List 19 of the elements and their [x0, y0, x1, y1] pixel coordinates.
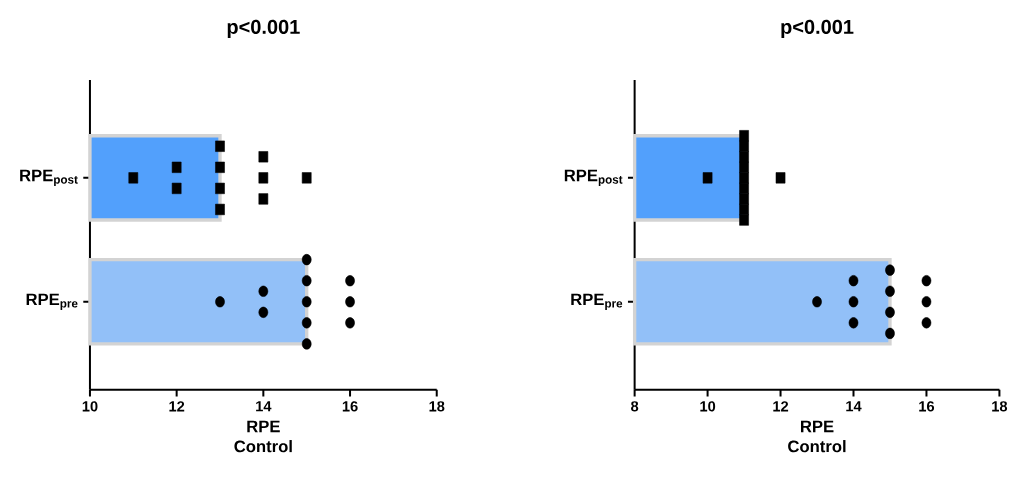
- x-tick-label: 18: [429, 401, 445, 412]
- x-tick-label: 12: [169, 401, 185, 412]
- x-tick-label: 12: [773, 401, 789, 412]
- x-tick-label: 14: [846, 401, 862, 412]
- x-tick-label: 14: [256, 401, 272, 412]
- y-tick-label: RPE$_{post}$: [564, 169, 623, 187]
- x-tick-label: 8: [631, 401, 639, 412]
- chart-title: p<0.001: [227, 19, 300, 39]
- y-tick-label: RPE$_{pre}$: [26, 293, 78, 311]
- y-tick-label: RPE$_{post}$: [20, 169, 78, 187]
- x-tick-label: 18: [992, 401, 1008, 412]
- x-axis-title: RPE Control: [788, 420, 846, 453]
- x-tick-label: 10: [82, 401, 98, 412]
- x-axis-title: RPE Control: [234, 420, 292, 453]
- y-tick-label: RPE$_{pre}$: [571, 293, 623, 311]
- chart-title: p<0.001: [781, 19, 854, 39]
- x-tick-label: 16: [919, 401, 935, 412]
- x-tick-label: 10: [700, 401, 716, 412]
- x-tick-label: 16: [342, 401, 358, 412]
